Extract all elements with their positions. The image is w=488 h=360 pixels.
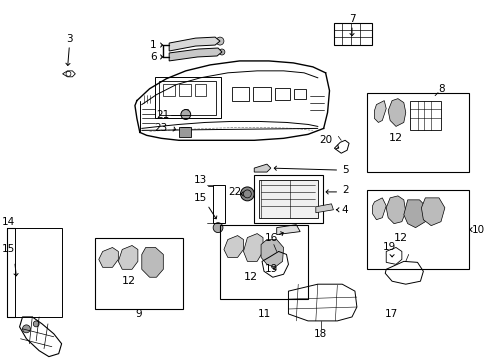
Text: 18: 18	[313, 329, 326, 339]
Circle shape	[240, 187, 254, 201]
Circle shape	[181, 109, 190, 120]
Bar	[274, 88, 290, 100]
Text: 21: 21	[156, 109, 169, 120]
Text: 12: 12	[388, 133, 402, 143]
Bar	[294, 89, 305, 99]
Circle shape	[33, 321, 39, 327]
Bar	[159, 81, 216, 114]
Circle shape	[216, 37, 224, 45]
Text: 16: 16	[264, 233, 278, 243]
Text: 20: 20	[318, 135, 331, 145]
Text: 5: 5	[341, 165, 348, 175]
Polygon shape	[386, 196, 405, 224]
Polygon shape	[403, 200, 427, 228]
Text: 8: 8	[438, 84, 445, 94]
Text: 2: 2	[341, 185, 348, 195]
Bar	[253, 87, 270, 100]
Text: 11: 11	[257, 309, 270, 319]
Text: 10: 10	[471, 225, 485, 235]
Text: 12: 12	[122, 276, 136, 286]
Circle shape	[219, 49, 224, 55]
Bar	[179, 84, 190, 96]
Text: 1: 1	[150, 40, 157, 50]
Text: 12: 12	[393, 233, 407, 243]
Text: 12: 12	[244, 272, 258, 282]
Polygon shape	[243, 234, 263, 261]
Polygon shape	[261, 239, 283, 267]
Polygon shape	[224, 235, 243, 257]
Text: 17: 17	[384, 309, 397, 319]
Bar	[334, 23, 371, 45]
Text: 15: 15	[2, 244, 16, 255]
Circle shape	[22, 325, 30, 333]
Bar	[95, 238, 183, 309]
Bar	[213, 185, 224, 223]
Polygon shape	[374, 100, 386, 122]
Text: 23: 23	[154, 123, 167, 134]
Bar	[194, 84, 206, 96]
Text: 4: 4	[341, 205, 348, 215]
Text: 22: 22	[227, 187, 241, 197]
Bar	[15, 228, 61, 317]
Polygon shape	[315, 204, 333, 213]
Bar	[154, 77, 221, 118]
Text: 7: 7	[348, 14, 355, 24]
Text: 19: 19	[382, 243, 395, 252]
Polygon shape	[142, 247, 163, 277]
Polygon shape	[387, 99, 405, 126]
Text: 13: 13	[193, 175, 206, 185]
Bar	[220, 225, 307, 299]
Bar	[409, 100, 440, 130]
Polygon shape	[276, 225, 300, 235]
Text: 15: 15	[193, 193, 206, 203]
Polygon shape	[254, 164, 270, 172]
Polygon shape	[421, 198, 444, 226]
Circle shape	[213, 223, 223, 233]
Polygon shape	[372, 198, 386, 220]
Bar	[231, 87, 249, 100]
Bar	[366, 93, 468, 172]
Polygon shape	[169, 37, 220, 51]
Text: 14: 14	[2, 217, 16, 227]
Text: 9: 9	[135, 309, 142, 319]
Text: 3: 3	[66, 34, 73, 44]
Polygon shape	[118, 246, 138, 269]
Bar	[366, 190, 468, 269]
Polygon shape	[169, 48, 222, 61]
Bar	[163, 84, 175, 96]
Bar	[254, 175, 322, 223]
Bar	[179, 127, 190, 137]
Bar	[259, 180, 317, 218]
Polygon shape	[99, 247, 118, 267]
Text: 6: 6	[150, 52, 157, 62]
Text: 19: 19	[264, 264, 278, 274]
